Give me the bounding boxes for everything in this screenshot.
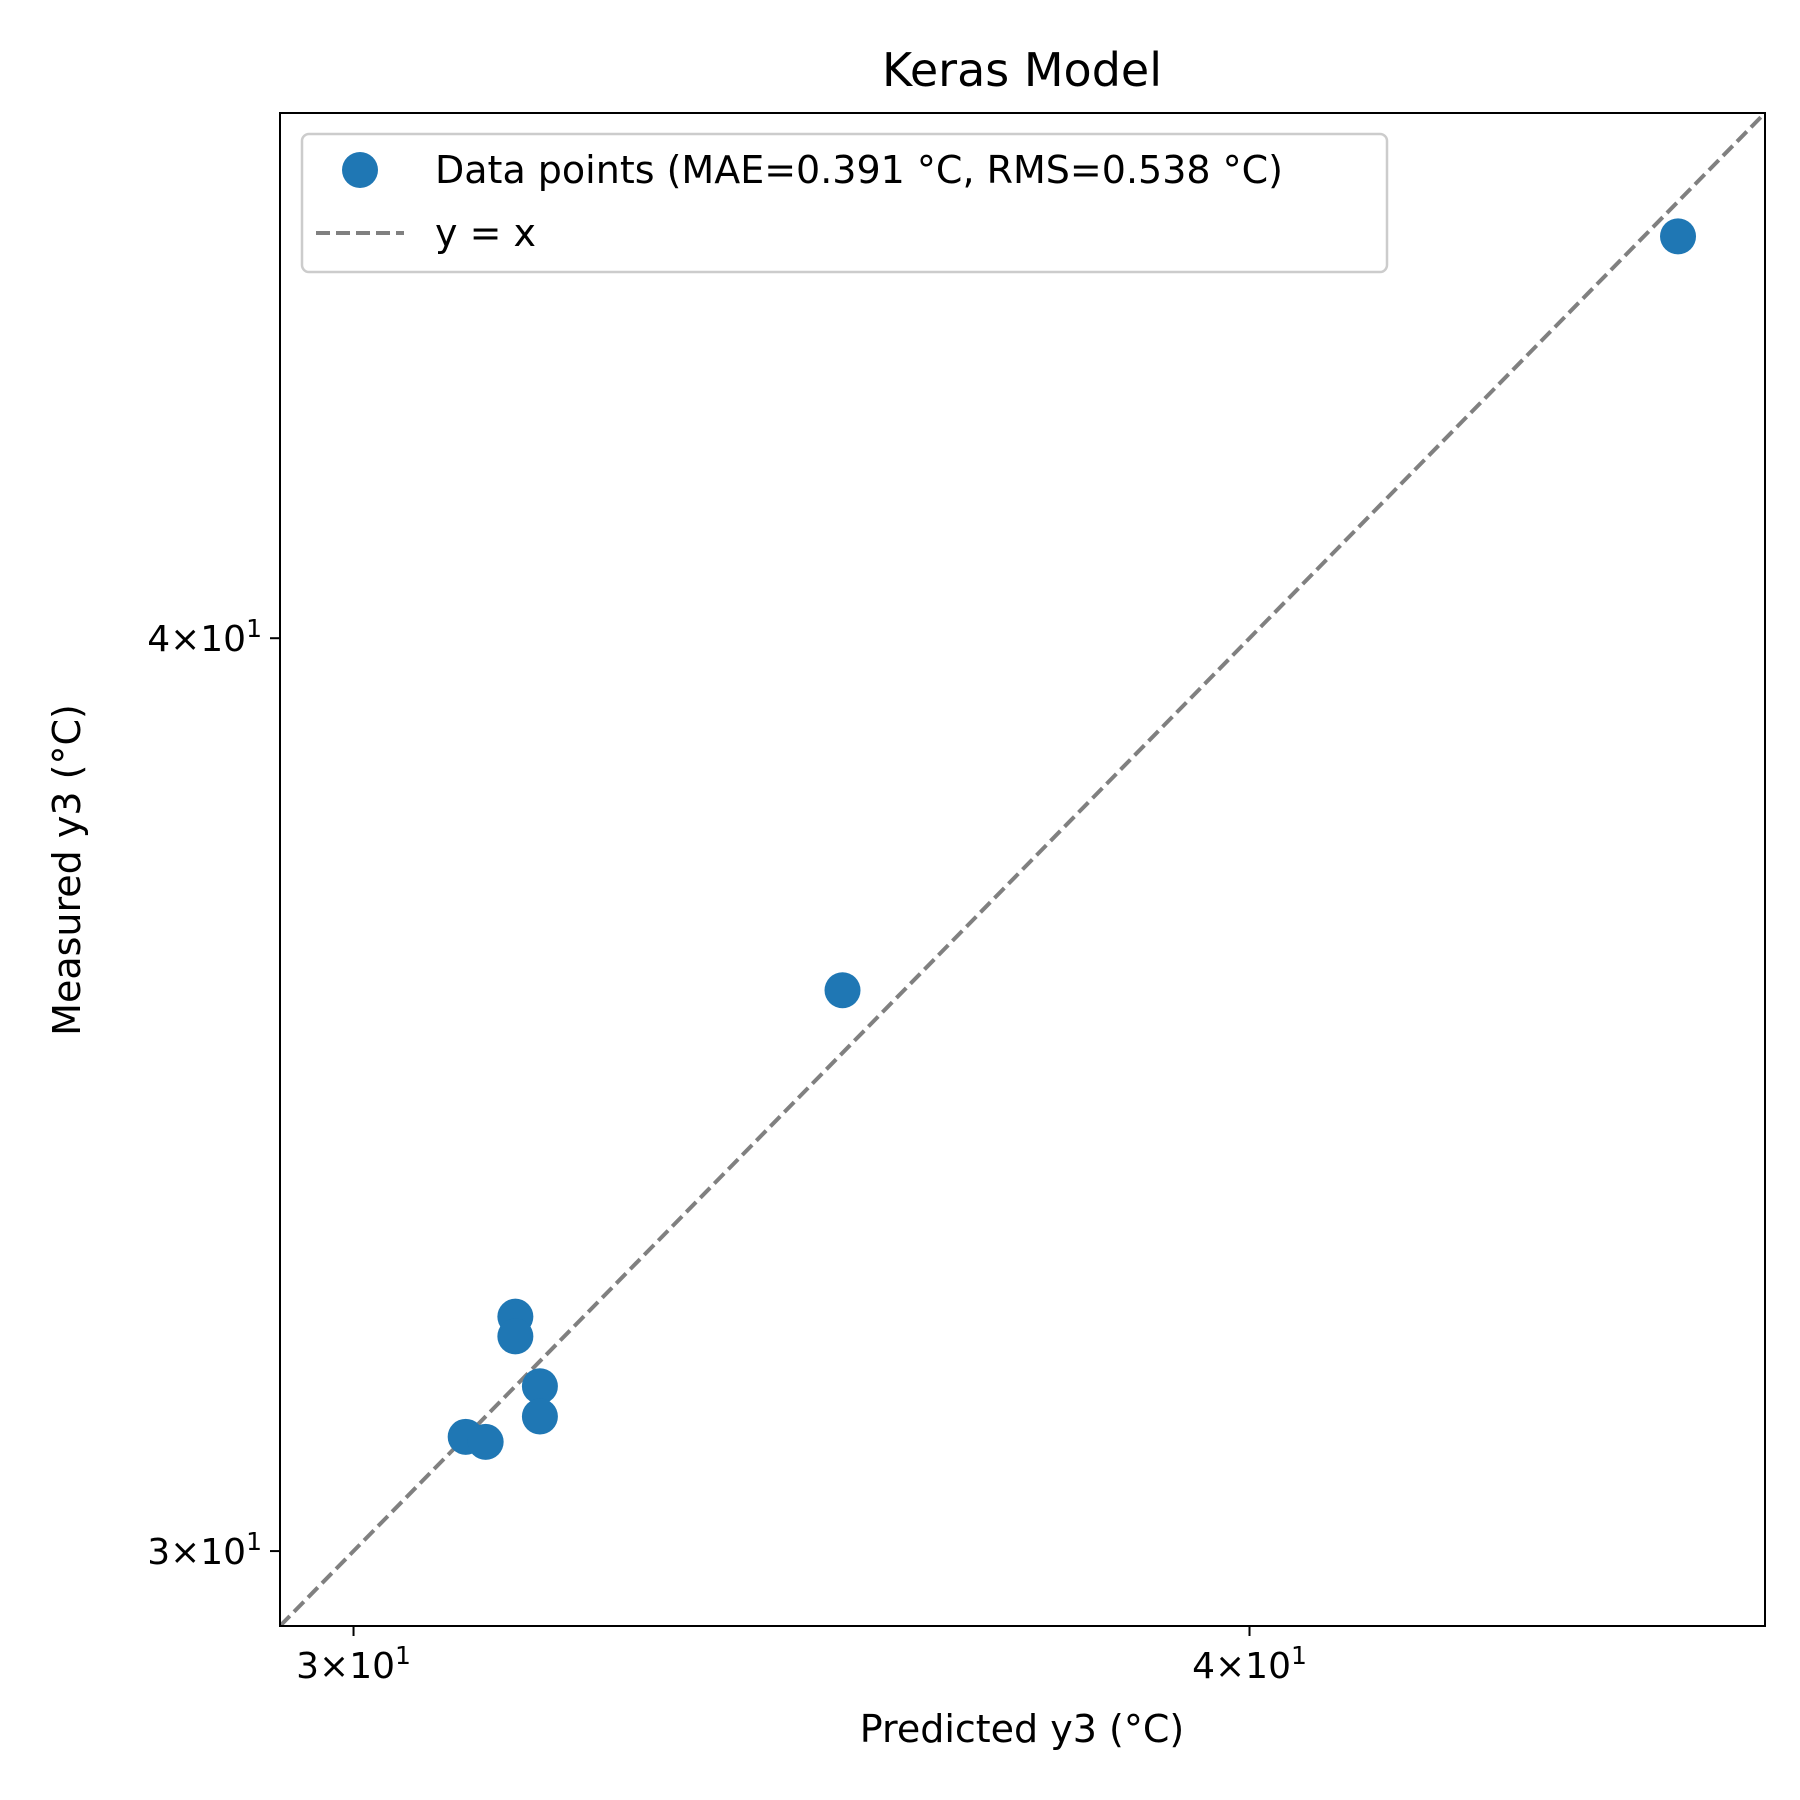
x-axis-label: Predicted y3 (°C) xyxy=(860,1707,1184,1751)
legend-box xyxy=(300,132,1389,274)
chart-title: Keras Model xyxy=(882,43,1162,97)
x-tick-label: 4×101 xyxy=(1192,1641,1307,1687)
y-tick-label: 4×101 xyxy=(147,614,262,660)
plot-area xyxy=(280,113,1765,1626)
legend-scatter-marker xyxy=(342,152,378,188)
tick-layer: 3×101 4×101 3×101 4×101 xyxy=(147,614,1307,1687)
plot-layer xyxy=(280,113,1765,1626)
legend: Data points (MAE=0.391 °C, RMS=0.538 °C)… xyxy=(300,132,1389,274)
data-point xyxy=(521,1368,558,1405)
y-tick-label: 3×101 xyxy=(147,1527,262,1573)
data-point xyxy=(467,1423,504,1460)
legend-label-data-points: Data points (MAE=0.391 °C, RMS=0.538 °C) xyxy=(435,148,1283,192)
y-axis-label: Measured y3 (°C) xyxy=(45,704,89,1036)
legend-label-identity-line: y = x xyxy=(435,211,536,255)
data-point xyxy=(824,972,861,1009)
data-point xyxy=(497,1318,534,1355)
x-tick-label: 3×101 xyxy=(296,1641,411,1687)
data-point xyxy=(521,1398,558,1435)
data-point xyxy=(1660,218,1697,255)
axes-frame xyxy=(279,112,1766,1627)
